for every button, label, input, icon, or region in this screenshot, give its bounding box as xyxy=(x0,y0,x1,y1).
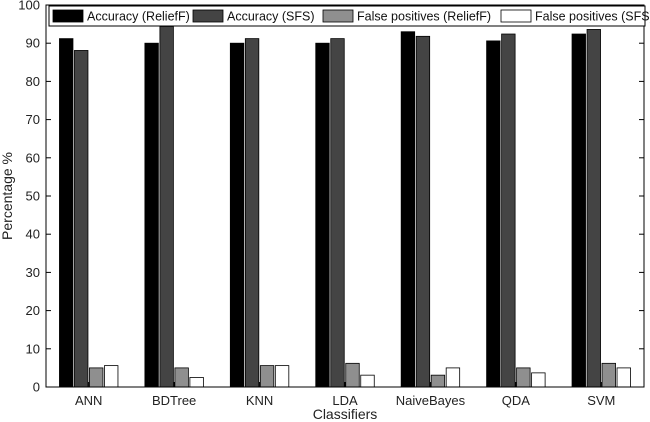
x-axis: ANN BDTree KNN LDA NaiveBayes QDA SVM xyxy=(75,382,615,408)
y-tick-label: 10 xyxy=(26,341,40,356)
bar-6-0 xyxy=(571,33,586,388)
bar-0-0 xyxy=(59,38,74,388)
x-tick-label: BDTree xyxy=(152,393,196,408)
x-tick-label: LDA xyxy=(332,393,358,408)
legend-swatch-0 xyxy=(52,9,84,23)
legend: Accuracy (ReliefF) Accuracy (SFS) False po… xyxy=(48,5,650,27)
legend-swatch-1 xyxy=(192,9,224,23)
bar-3-2 xyxy=(345,362,360,388)
legend-label-1: Accuracy (SFS) xyxy=(227,10,315,24)
bar-2-3 xyxy=(274,365,290,388)
bars-group xyxy=(59,25,631,388)
legend-label-0: Accuracy (ReliefF) xyxy=(87,10,190,24)
plot-area xyxy=(46,5,644,387)
x-tick-label: KNN xyxy=(246,393,273,408)
y-tick-label: 0 xyxy=(33,380,40,395)
y-tick-label: 30 xyxy=(26,265,40,280)
x-axis-label: Classifiers xyxy=(313,406,378,422)
y-tick-label: 90 xyxy=(26,36,40,51)
bar-5-2 xyxy=(516,367,531,388)
bar-2-2 xyxy=(259,365,275,388)
y-tick-label: 70 xyxy=(26,112,40,127)
bar-0-1 xyxy=(74,50,89,388)
y-axis: 0 10 20 30 40 50 60 70 80 90 100 xyxy=(18,0,644,395)
y-tick-label: 40 xyxy=(26,227,40,242)
bar-3-1 xyxy=(330,38,345,388)
y-tick-label: 20 xyxy=(26,303,40,318)
bar-4-3 xyxy=(445,367,461,388)
bar-5-1 xyxy=(501,33,516,388)
bar-1-0 xyxy=(144,42,159,388)
x-tick-label: SVM xyxy=(587,393,615,408)
y-axis-label: Percentage % xyxy=(0,152,15,240)
bar-0-3 xyxy=(104,365,119,388)
bar-0-2 xyxy=(89,367,104,388)
bar-1-1 xyxy=(159,25,174,388)
bar-4-2 xyxy=(430,374,446,388)
bar-6-2 xyxy=(601,362,616,388)
x-tick-label: QDA xyxy=(502,393,531,408)
bar-2-0 xyxy=(229,42,245,388)
bar-1-2 xyxy=(174,367,189,388)
x-tick-label: ANN xyxy=(75,393,102,408)
bar-3-0 xyxy=(315,42,330,388)
y-tick-label: 50 xyxy=(26,189,40,204)
y-tick-label: 60 xyxy=(26,150,40,165)
bar-1-3 xyxy=(189,377,204,388)
legend-label-3: False positives (SFS) xyxy=(535,10,650,24)
y-tick-label: 80 xyxy=(26,74,40,89)
bar-6-1 xyxy=(586,29,601,388)
bar-4-0 xyxy=(400,31,416,388)
legend-swatch-3 xyxy=(500,9,532,23)
bar-5-0 xyxy=(486,40,501,388)
y-tick-label: 100 xyxy=(18,0,40,13)
bar-3-3 xyxy=(360,374,375,388)
bar-2-1 xyxy=(244,38,260,388)
bar-6-3 xyxy=(616,367,631,388)
bar-5-3 xyxy=(531,372,546,388)
bar-4-1 xyxy=(415,35,431,388)
legend-label-2: False positives (ReliefF) xyxy=(357,10,491,24)
x-tick-label: NaiveBayes xyxy=(396,393,466,408)
legend-swatch-2 xyxy=(322,9,354,23)
